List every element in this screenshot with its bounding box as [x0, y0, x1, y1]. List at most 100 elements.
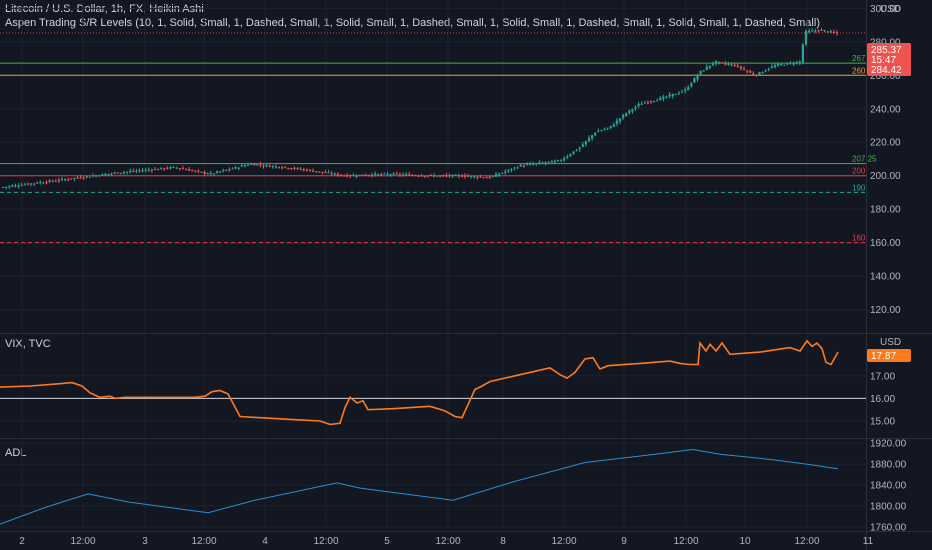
- candle-body: [826, 31, 829, 33]
- candle-body: [758, 72, 761, 75]
- candle-body: [76, 177, 79, 179]
- price-tick-label: 280.00: [870, 37, 901, 48]
- bar-countdown: 15:47: [871, 55, 896, 66]
- candle-body: [581, 144, 584, 147]
- candle-body: [169, 167, 172, 169]
- candle-body: [5, 186, 8, 188]
- candle-body: [460, 176, 463, 178]
- candle-body: [426, 175, 429, 177]
- candle-body: [817, 30, 820, 32]
- candle-body: [293, 167, 296, 169]
- candle-body: [308, 169, 312, 171]
- candle-body: [243, 165, 246, 167]
- price-axis-labels: 120.00 140.00 160.00 180.00 200.00 220.00 240.…: [870, 4, 907, 533]
- time-tick-label: 12:00: [673, 536, 698, 547]
- candle-body: [696, 75, 699, 80]
- candle-body: [491, 175, 494, 177]
- adl-pane-label[interactable]: ADL: [5, 447, 27, 459]
- candle-body: [429, 175, 432, 177]
- candle-body: [522, 165, 525, 167]
- vix-pane-label[interactable]: VIX, TVC: [5, 338, 51, 350]
- candle-body: [70, 178, 73, 180]
- candle-body: [479, 176, 482, 178]
- candle-body: [656, 100, 659, 102]
- candle-body: [804, 30, 808, 45]
- vix-line: [0, 339, 839, 426]
- candle-body: [811, 30, 814, 32]
- candle-body: [160, 167, 163, 169]
- candle-body: [693, 78, 696, 83]
- adl-tick-label: 1880.00: [870, 460, 907, 471]
- last-price-value: 285.37: [871, 45, 902, 56]
- candle-body: [318, 171, 321, 173]
- price-tick-label: 160.00: [870, 238, 901, 249]
- candle-body: [60, 178, 64, 180]
- candle-body: [736, 65, 739, 67]
- candle-body: [271, 166, 274, 168]
- candle-body: [786, 62, 789, 65]
- candle-body: [541, 162, 544, 164]
- candle-body: [231, 168, 234, 170]
- candle-body: [519, 164, 522, 167]
- candle-body: [222, 170, 225, 172]
- candle-body: [473, 176, 476, 178]
- candle-body: [808, 30, 811, 33]
- price-tick-label: 260.00: [870, 71, 901, 82]
- candle-body: [594, 132, 597, 136]
- indicator-legend[interactable]: Aspen Trading S/R Levels (10, 1, Solid, …: [5, 17, 820, 29]
- candle-body: [718, 61, 721, 63]
- candle-body: [73, 177, 76, 179]
- candle-body: [197, 170, 200, 172]
- vix-last-value-badge: 17.87: [867, 349, 911, 362]
- candle-body: [423, 175, 426, 177]
- candle-body: [184, 169, 188, 171]
- candle-body: [442, 175, 445, 177]
- candle-body: [380, 174, 383, 176]
- candle-body: [470, 175, 473, 177]
- candle-body: [494, 174, 498, 177]
- candle-body: [389, 174, 392, 176]
- candle-body: [820, 29, 823, 31]
- candle-body: [110, 173, 113, 175]
- candle-body: [829, 31, 832, 33]
- candle-body: [615, 120, 618, 124]
- candle-body: [572, 151, 575, 155]
- candle-body: [116, 172, 119, 174]
- candle-body: [649, 101, 653, 103]
- vix-currency-label: USD: [880, 337, 901, 348]
- candle-body: [529, 163, 532, 165]
- candle-body: [448, 175, 451, 177]
- last-price-badge: 285.37 15:47 284.42: [867, 43, 911, 76]
- candle-body: [547, 161, 550, 163]
- time-tick-label: 3: [142, 536, 148, 547]
- candle-body: [798, 61, 801, 63]
- candle-body: [408, 174, 411, 176]
- candle-body: [333, 173, 336, 175]
- candle-body: [482, 177, 485, 179]
- candle-body: [374, 173, 377, 175]
- candle-body: [377, 174, 380, 176]
- price-tick-label: 180.00: [870, 205, 901, 216]
- candle-body: [219, 171, 222, 173]
- candle-body: [646, 102, 649, 104]
- candle-body: [764, 70, 767, 72]
- time-tick-label: 5: [384, 536, 390, 547]
- candle-body: [150, 169, 153, 171]
- candle-body: [107, 173, 110, 175]
- candle-body: [51, 180, 54, 182]
- candle-body: [789, 62, 792, 64]
- candle-body: [203, 172, 206, 174]
- candle-body: [485, 177, 488, 179]
- candle-body: [770, 66, 773, 68]
- time-tick-label: 12:00: [435, 536, 460, 547]
- candle-body: [436, 175, 439, 177]
- candle-body: [14, 185, 17, 187]
- candle-body: [414, 175, 417, 177]
- candle-body: [336, 173, 339, 176]
- candle-body: [392, 173, 395, 175]
- candle-body: [370, 174, 374, 176]
- candle-body: [2, 187, 5, 189]
- candle-body: [305, 169, 308, 171]
- candle-body: [355, 176, 358, 178]
